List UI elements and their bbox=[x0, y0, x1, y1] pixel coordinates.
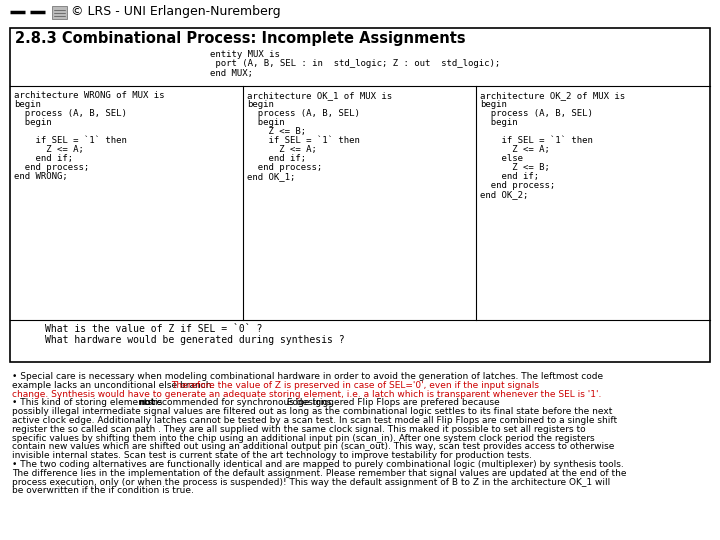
Text: if SEL = `1` then: if SEL = `1` then bbox=[247, 136, 360, 145]
Text: end if;: end if; bbox=[247, 154, 306, 163]
Text: begin: begin bbox=[480, 100, 507, 109]
Text: end OK_1;: end OK_1; bbox=[247, 172, 295, 181]
Text: Edge triggered Flip Flops are prefered because: Edge triggered Flip Flops are prefered b… bbox=[284, 399, 500, 407]
Text: register the so called scan path . They are all supplied with the same clock sig: register the so called scan path . They … bbox=[12, 425, 585, 434]
Text: • Special care is necessary when modeling combinational hardware in order to avo: • Special care is necessary when modelin… bbox=[12, 372, 603, 381]
Text: possibly illegal intermediate signal values are filtered out as long as the comb: possibly illegal intermediate signal val… bbox=[12, 407, 613, 416]
Text: architecture OK_1 of MUX is: architecture OK_1 of MUX is bbox=[247, 91, 392, 100]
Text: port (A, B, SEL : in  std_logic; Z : out  std_logic);: port (A, B, SEL : in std_logic; Z : out … bbox=[210, 59, 500, 69]
Text: recommended for synchronous designs.: recommended for synchronous designs. bbox=[150, 399, 335, 407]
Text: process (A, B, SEL): process (A, B, SEL) bbox=[480, 109, 593, 118]
Text: change. Synthesis would have to generate an adequate storing element, i.e. a lat: change. Synthesis would have to generate… bbox=[12, 389, 601, 399]
FancyBboxPatch shape bbox=[10, 28, 710, 362]
Text: end WRONG;: end WRONG; bbox=[14, 172, 68, 181]
Text: if SEL = `1` then: if SEL = `1` then bbox=[14, 136, 127, 145]
Text: Therefore the value of Z is preserved in case of SEL='0', even if the input sign: Therefore the value of Z is preserved in… bbox=[171, 381, 539, 390]
Text: begin: begin bbox=[247, 100, 274, 109]
Text: process (A, B, SEL): process (A, B, SEL) bbox=[14, 109, 127, 118]
Text: process (A, B, SEL): process (A, B, SEL) bbox=[247, 109, 360, 118]
Text: contain new values which are shifted out using an additional output pin (scan_ou: contain new values which are shifted out… bbox=[12, 442, 614, 451]
Text: else: else bbox=[480, 154, 523, 163]
Text: end if;: end if; bbox=[480, 172, 539, 181]
Text: 2.8.3 Combinational Process: Incomplete Assignments: 2.8.3 Combinational Process: Incomplete … bbox=[15, 31, 466, 46]
Text: • The two coding alternatives are functionally identical and are mapped to purel: • The two coding alternatives are functi… bbox=[12, 460, 624, 469]
Text: if SEL = `1` then: if SEL = `1` then bbox=[480, 136, 593, 145]
Text: begin: begin bbox=[14, 100, 41, 109]
Text: specific values by shifting them into the chip using an additional input pin (sc: specific values by shifting them into th… bbox=[12, 434, 595, 443]
Text: begin: begin bbox=[480, 118, 518, 127]
Text: Z <= A;: Z <= A; bbox=[14, 145, 84, 154]
Text: What hardware would be generated during synthesis ?: What hardware would be generated during … bbox=[45, 335, 345, 345]
Text: Z <= A;: Z <= A; bbox=[247, 145, 317, 154]
Text: • This kind of storing elements is: • This kind of storing elements is bbox=[12, 399, 165, 407]
Text: What is the value of Z if SEL = `0` ?: What is the value of Z if SEL = `0` ? bbox=[45, 324, 262, 334]
Text: Z <= B;: Z <= B; bbox=[247, 127, 306, 136]
Text: begin: begin bbox=[14, 118, 52, 127]
Text: process execution, only (or when the process is suspended)! This way the default: process execution, only (or when the pro… bbox=[12, 477, 611, 487]
Text: be overwritten if the if condition is true.: be overwritten if the if condition is tr… bbox=[12, 487, 194, 495]
Text: end process;: end process; bbox=[480, 181, 555, 190]
Text: end OK_2;: end OK_2; bbox=[480, 190, 528, 199]
Text: invisible internal states. Scan test is current state of the art technology to i: invisible internal states. Scan test is … bbox=[12, 451, 532, 460]
FancyBboxPatch shape bbox=[52, 6, 67, 19]
Text: Z <= A;: Z <= A; bbox=[480, 145, 550, 154]
Text: Z <= B;: Z <= B; bbox=[480, 163, 550, 172]
Text: end MUX;: end MUX; bbox=[210, 69, 253, 78]
Text: The difference lies in the implementation of the default assignment. Please reme: The difference lies in the implementatio… bbox=[12, 469, 626, 478]
Text: begin: begin bbox=[247, 118, 284, 127]
Text: © LRS - UNI Erlangen-Nuremberg: © LRS - UNI Erlangen-Nuremberg bbox=[71, 5, 281, 18]
Text: end if;: end if; bbox=[14, 154, 73, 163]
Text: end process;: end process; bbox=[247, 163, 323, 172]
Text: architecture WRONG of MUX is: architecture WRONG of MUX is bbox=[14, 91, 164, 100]
Text: architecture OK_2 of MUX is: architecture OK_2 of MUX is bbox=[480, 91, 625, 100]
Text: not: not bbox=[139, 399, 156, 407]
Text: entity MUX is: entity MUX is bbox=[210, 50, 280, 59]
Text: example lacks an unconditional else branch.: example lacks an unconditional else bran… bbox=[12, 381, 217, 390]
Text: end process;: end process; bbox=[14, 163, 89, 172]
Text: active clock edge. Additionally latches cannot be tested by a scan test. In scan: active clock edge. Additionally latches … bbox=[12, 416, 617, 425]
